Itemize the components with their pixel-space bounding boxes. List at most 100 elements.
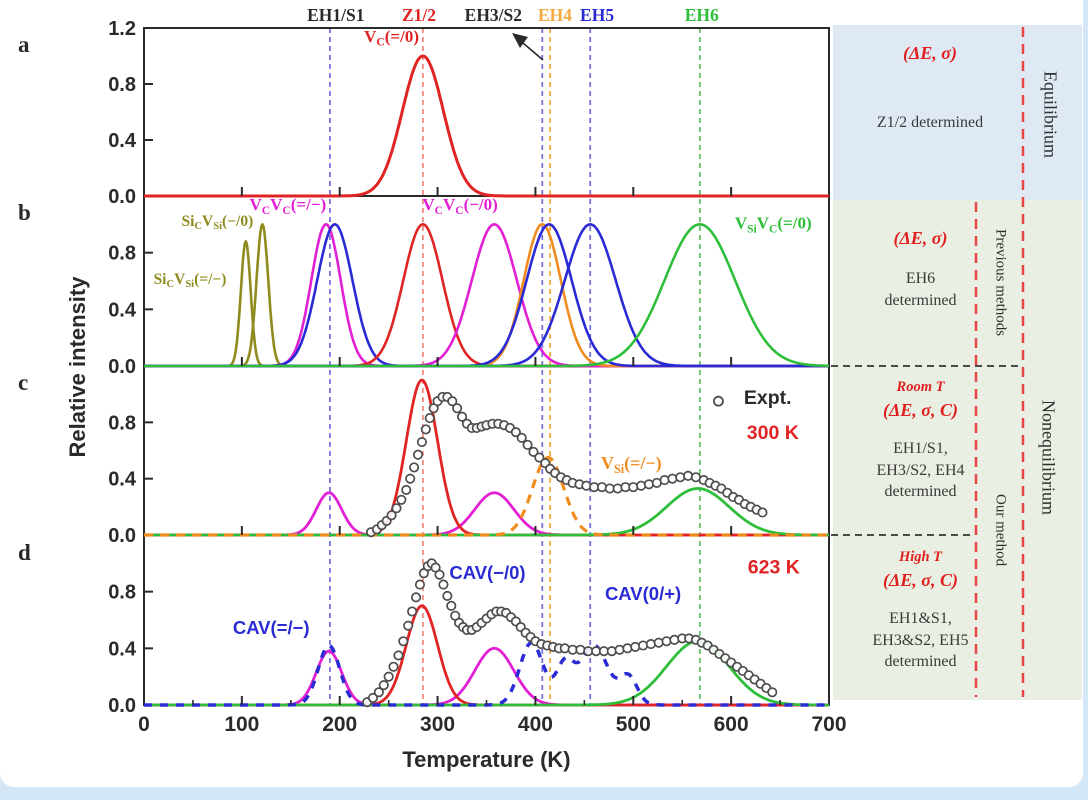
- top-label-EH1/S1: EH1/S1: [307, 5, 364, 25]
- x-tick-label: 100: [224, 713, 259, 736]
- curve-VC(=/0): [143, 54, 830, 198]
- curve-label: 623 K: [748, 556, 800, 578]
- axis-ticks: 1.20.80.40.00.80.40.00.80.40.00.80.40.00…: [108, 18, 846, 736]
- annotation-d-determined: EH1&S1, EH3&S2, EH5 determined: [872, 610, 969, 671]
- annotation-c-determined: EH1/S1, EH3/S2, EH4 determined: [876, 440, 965, 501]
- x-tick-label: 0: [138, 713, 150, 736]
- top-label-EH4: EH4: [538, 5, 572, 25]
- y-tick-label: 0.4: [108, 638, 137, 660]
- expt-point: [606, 646, 617, 657]
- annotation-b-determined: EH6 determined: [884, 270, 957, 309]
- curve-label: VSi(=/−): [601, 453, 662, 476]
- equilibrium-background: [833, 25, 1082, 200]
- expt-point: [416, 436, 427, 448]
- expt-point: [414, 579, 426, 590]
- arrow-head: [512, 33, 528, 48]
- expt-point: [757, 507, 768, 518]
- x-tick-label: 400: [518, 713, 553, 736]
- expt-point: [420, 424, 431, 435]
- expt-point: [643, 479, 654, 490]
- curve-label: CAV(−/0): [449, 562, 525, 583]
- panel-letter-a: a: [18, 32, 30, 57]
- x-tick-label: 700: [811, 713, 846, 736]
- expt-point: [452, 403, 463, 414]
- expt-point: [378, 680, 389, 691]
- curve-label: CAV(=/−): [233, 617, 310, 638]
- top-label-EH5: EH5: [580, 5, 614, 25]
- expt-point: [401, 484, 412, 495]
- top-label-EH3/S2: EH3/S2: [465, 5, 522, 25]
- expt-point: [581, 480, 592, 491]
- curve-label: CAV(0/+): [605, 583, 681, 604]
- expt-legend-marker: [713, 395, 724, 407]
- expt-point: [407, 606, 418, 617]
- y-tick-label: 0.0: [108, 186, 136, 208]
- y-tick-label: 0.8: [108, 582, 136, 604]
- annotation-c-temp: Room T: [896, 379, 945, 395]
- expt-point: [667, 473, 678, 484]
- curve-label: SiCVSi(=/−): [154, 271, 227, 290]
- y-tick-label: 0.8: [108, 243, 136, 265]
- annotation-separators: [831, 27, 1025, 697]
- expt-point: [383, 671, 394, 682]
- annotation-a-params: (ΔE, σ): [903, 43, 957, 63]
- curve-label: VCVC(−/0): [422, 195, 497, 217]
- panel-b-curves: [143, 223, 830, 368]
- x-tick-label: 600: [714, 713, 749, 736]
- label-previous-methods: Previous methods: [992, 229, 1009, 337]
- expt-point: [434, 569, 445, 580]
- expt-point: [614, 644, 625, 655]
- label-nonequilibrium: Nonequilibrium: [1038, 400, 1059, 515]
- panel-letter-c: c: [18, 370, 28, 395]
- expt-point: [373, 687, 384, 698]
- y-tick-label: 0.0: [108, 525, 136, 547]
- panel-letter-d: d: [18, 540, 31, 565]
- panel-c-labels: VSi(=/−) Expt. 300 K: [601, 387, 799, 476]
- panel-a-curves: [143, 54, 830, 198]
- expt-point: [675, 472, 686, 483]
- expt-point: [446, 600, 457, 611]
- expt-point: [393, 650, 404, 661]
- curve-VSiVC(=/0): [143, 223, 830, 368]
- curve-label: SiCVSi(−/0): [182, 213, 254, 232]
- x-tick-label: 200: [322, 713, 357, 736]
- x-axis-title: Temperature (K): [402, 747, 570, 772]
- expt-point: [386, 510, 397, 521]
- arrow-line: [522, 42, 544, 61]
- expt-point: [653, 637, 664, 648]
- curve-Z1/2-red: [143, 378, 830, 537]
- expt-point: [630, 641, 641, 652]
- panel-d-labels: CAV(=/−) CAV(−/0) CAV(0/+) 623 K: [233, 556, 800, 638]
- expt-point: [522, 439, 533, 450]
- x-tick-label: 300: [420, 713, 455, 736]
- expt-point: [403, 620, 414, 631]
- y-tick-label: 0.8: [108, 412, 136, 434]
- x-tick-label: 500: [616, 713, 651, 736]
- expt-point: [645, 639, 656, 650]
- expt-point: [628, 482, 639, 493]
- expt-point: [596, 482, 608, 493]
- annotation-d-params: (ΔE, σ, C): [883, 570, 958, 590]
- expt-point: [575, 644, 586, 655]
- expt-point: [510, 427, 521, 438]
- guide-lines: [329, 28, 701, 705]
- curve-label: Expt.: [744, 387, 792, 409]
- curve-VSi(=/-)-dashed: [143, 455, 830, 537]
- expt-point: [398, 636, 409, 647]
- expt-point: [396, 494, 407, 505]
- annotation-d-temp: High T: [898, 549, 943, 565]
- expt-point: [669, 634, 680, 645]
- panel-border: [143, 365, 830, 536]
- eh3s2-arrow: [512, 33, 544, 61]
- expt-point: [388, 661, 399, 672]
- expt-point: [661, 636, 672, 647]
- expt-point: [424, 413, 435, 424]
- y-tick-label: 0.4: [108, 469, 137, 491]
- top-label-EH6: EH6: [685, 5, 719, 25]
- panel-b-labels: SiCVSi(−/0) SiCVSi(=/−) VCVC(=/−) VCVC(−/0)…: [154, 195, 812, 290]
- expt-point: [409, 462, 420, 473]
- annotation-a-determined: Z1/2 determined: [876, 114, 984, 131]
- y-tick-label: 0.4: [108, 299, 137, 321]
- expt-point: [516, 432, 527, 443]
